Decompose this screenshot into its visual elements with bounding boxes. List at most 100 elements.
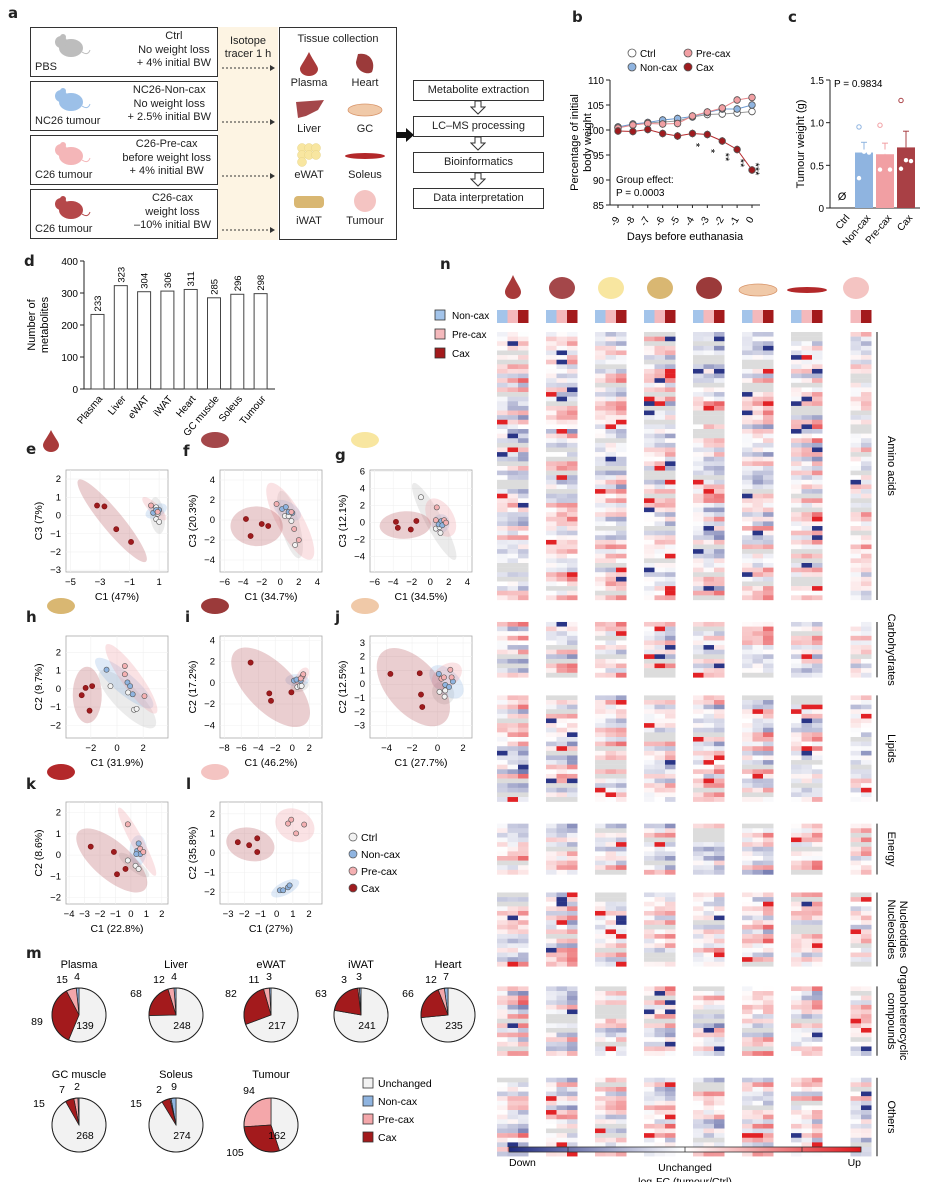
- heatmap-cell: [850, 1119, 861, 1125]
- heatmap-cell: [763, 1051, 774, 1056]
- heatmap-cell: [644, 535, 655, 541]
- heatmap-cell: [752, 1014, 763, 1019]
- heatmap-cell: [763, 590, 774, 596]
- heatmap-cell: [644, 957, 655, 962]
- heatmap-cell: [644, 433, 655, 439]
- heatmap-cell: [556, 668, 567, 673]
- heatmap-cell: [616, 452, 627, 457]
- heatmap-cell: [518, 1119, 529, 1125]
- heatmap-cell: [497, 957, 508, 962]
- heatmap-cell: [850, 846, 861, 852]
- heatmap-cell: [605, 1027, 616, 1033]
- heatmap-cell: [616, 924, 627, 930]
- heatmap-cell: [714, 952, 725, 958]
- heatmap-cell: [497, 1110, 508, 1115]
- heatmap-cell: [703, 544, 714, 550]
- heatmap-cell: [665, 750, 676, 756]
- heatmap-cell: [693, 842, 704, 847]
- plot-frame: [219, 635, 323, 739]
- heatmap-cell: [595, 535, 606, 541]
- heatmap-cell: [801, 378, 812, 384]
- heatmap-cell: [567, 755, 578, 761]
- heatmap-cell: [556, 382, 567, 388]
- heatmap-cell: [497, 489, 508, 494]
- heatmap-cell: [861, 1018, 872, 1024]
- heatmap-cell: [791, 345, 802, 351]
- heatmap-cell: [812, 586, 823, 591]
- heatmap-cell: [654, 695, 665, 701]
- gc-icon: [351, 598, 379, 614]
- heatmap-cell: [763, 526, 774, 531]
- x-axis-label: Days before euthanasia: [627, 231, 744, 243]
- heatmap-cell: [497, 576, 508, 582]
- heatmap-cell: [703, 934, 714, 939]
- heatmap-cell: [742, 695, 753, 701]
- heatmap-cell: [644, 364, 655, 370]
- heatmap-cell: [752, 924, 763, 930]
- heatmap-cell: [546, 787, 557, 793]
- heatmap-cell: [497, 382, 508, 388]
- heatmap-cell: [703, 429, 714, 434]
- heatmap-cell: [752, 727, 763, 733]
- heatmap-cell: [567, 378, 578, 384]
- heatmap-cell: [665, 938, 676, 944]
- heatmap-cell: [616, 865, 627, 871]
- data-point-Pre-cax: [121, 663, 128, 669]
- heatmap-cell: [507, 631, 518, 637]
- heatmap-cell: [644, 760, 655, 765]
- heatmap-cell: [714, 764, 725, 770]
- heatmap-cell: [714, 475, 725, 481]
- colorbar-low-label: Down: [509, 1157, 536, 1169]
- heatmap-cell: [752, 526, 763, 531]
- x-tick-label: eWAT: [126, 394, 152, 422]
- heatmap-cell: [546, 1014, 557, 1019]
- pie-value-pre-cax: 2: [156, 1084, 162, 1096]
- heatmap-cell: [567, 535, 578, 541]
- heatmap-cell: [742, 1091, 753, 1097]
- y-tick-label: 2: [210, 657, 215, 668]
- heatmap-cell: [763, 359, 774, 365]
- data-point-Cax: [254, 849, 261, 855]
- heatmap-cell: [693, 897, 704, 902]
- heatmap-cell: [742, 640, 753, 646]
- heatmap-cell: [812, 718, 823, 724]
- heatmap-cell: [595, 465, 606, 471]
- heatmap-cell: [714, 465, 725, 471]
- heatmap-cell: [518, 851, 529, 857]
- heatmap-cell: [665, 489, 676, 494]
- heatmap-cell: [518, 1151, 529, 1157]
- heatmap-cell: [714, 700, 725, 705]
- heatmap-cell: [556, 498, 567, 504]
- heatmap-cell: [703, 498, 714, 504]
- heatmap-cell: [703, 387, 714, 393]
- heatmap-cell: [703, 947, 714, 953]
- heatmap-cell: [665, 773, 676, 779]
- heatmap-cell: [616, 415, 627, 420]
- heatmap-cell: [703, 663, 714, 669]
- heatmap-cell: [546, 626, 557, 632]
- heatmap-cell: [665, 787, 676, 793]
- heatmap-cell: [693, 1082, 704, 1088]
- heatmap-cell: [654, 787, 665, 793]
- heatmap-cell: [644, 631, 655, 637]
- heatmap-cell: [567, 549, 578, 554]
- heatmap-cell: [556, 442, 567, 448]
- heatmap-cell: [763, 405, 774, 411]
- heatmap-cell: [801, 1100, 812, 1106]
- heatmap-cell: [507, 621, 518, 627]
- heatmap-cell: [693, 345, 704, 351]
- heatmap-cell: [812, 934, 823, 939]
- heatmap-cell: [791, 544, 802, 550]
- heatmap-cell: [861, 787, 872, 793]
- heatmap-cell: [595, 837, 606, 843]
- heatmap-cell: [850, 924, 861, 930]
- heatmap-cell: [497, 512, 508, 517]
- heatmap-cell: [703, 1041, 714, 1047]
- heatmap-cell: [763, 1037, 774, 1043]
- heatmap-cell: [595, 382, 606, 388]
- heatmap-cell: [812, 1082, 823, 1088]
- heatmap-cell: [546, 484, 557, 490]
- heatmap-cell: [644, 502, 655, 508]
- heatmap-cell: [507, 382, 518, 388]
- x-tick-label: 2: [141, 743, 146, 754]
